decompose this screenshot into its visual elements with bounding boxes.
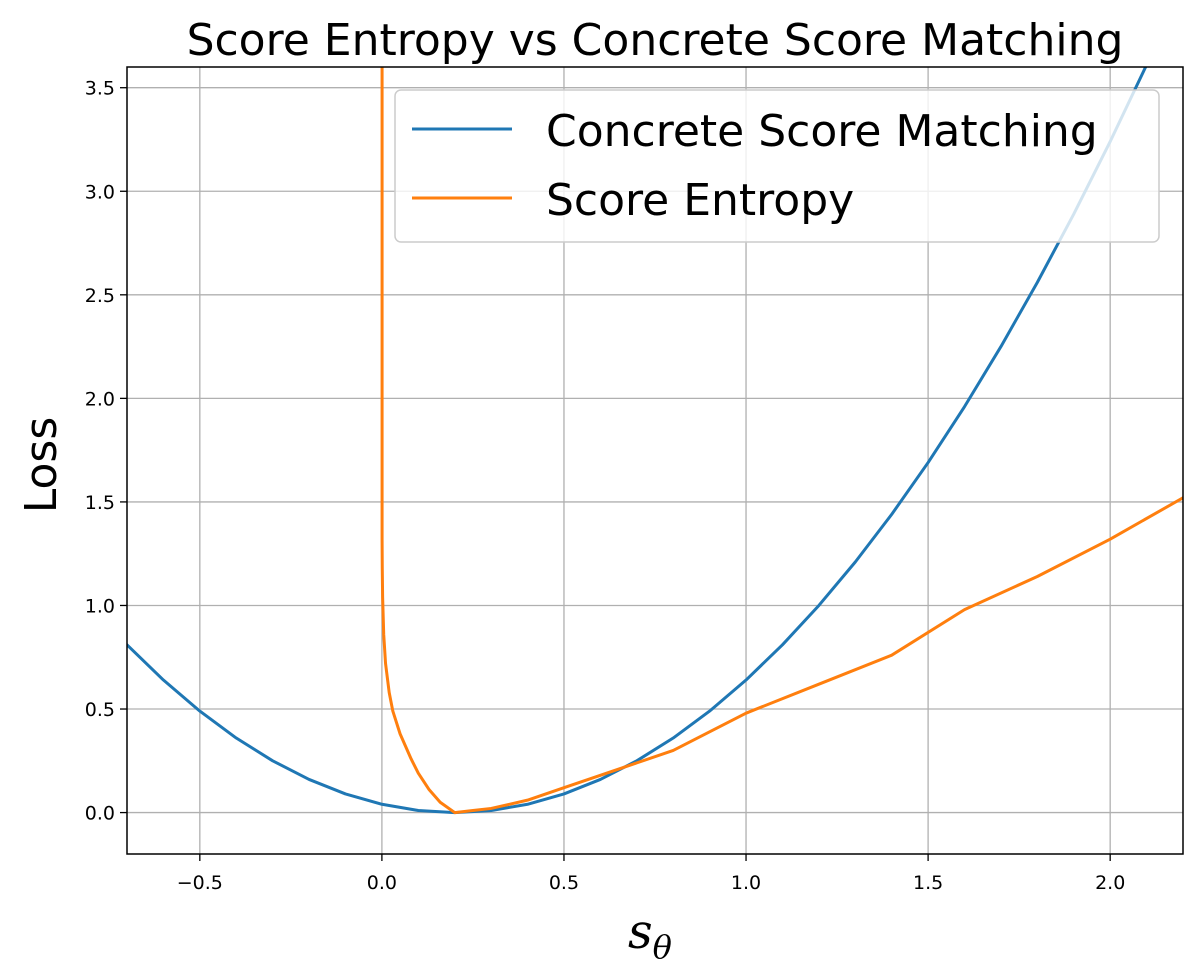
legend-label-concrete-score-matching: Concrete Score Matching bbox=[546, 106, 1098, 157]
series-layer bbox=[127, 67, 1183, 815]
y-axis: 0.0 0.5 1.0 1.5 2.0 2.5 3.0 3.5 bbox=[85, 78, 127, 825]
x-axis-label-main: s bbox=[628, 904, 653, 960]
x-tick-label: 1.5 bbox=[913, 872, 943, 894]
legend-label-score-entropy: Score Entropy bbox=[546, 175, 854, 226]
y-axis-label: Loss bbox=[16, 417, 67, 514]
plot-area bbox=[127, 67, 1183, 815]
legend-box bbox=[394, 89, 1160, 243]
chart-title: Score Entropy vs Concrete Score Matching bbox=[187, 15, 1124, 66]
y-tick-label: 3.0 bbox=[85, 181, 115, 203]
plot-frame bbox=[126, 66, 1184, 855]
x-axis-label-subscript: θ bbox=[653, 928, 672, 966]
y-tick-label: 2.0 bbox=[85, 388, 115, 410]
series-line-concrete-score-matching bbox=[127, 67, 1148, 815]
y-tick-label: 1.5 bbox=[85, 492, 115, 514]
legend[interactable]: Concrete Score Matching Score Entropy bbox=[394, 89, 1160, 243]
series-line-score-entropy bbox=[380, 67, 1183, 815]
x-tick-label: 1.0 bbox=[731, 872, 761, 894]
x-tick-label: 2.0 bbox=[1095, 872, 1125, 894]
x-axis: −0.5 0.0 0.5 1.0 1.5 2.0 bbox=[177, 854, 1125, 894]
y-tick-label: 3.5 bbox=[85, 78, 115, 100]
y-tick-label: 0.5 bbox=[85, 699, 115, 721]
y-tick-label: 1.0 bbox=[85, 595, 115, 617]
x-tick-label: 0.0 bbox=[367, 872, 397, 894]
x-tick-label: −0.5 bbox=[177, 872, 223, 894]
x-axis-label: sθ bbox=[628, 904, 672, 966]
y-tick-label: 2.5 bbox=[85, 285, 115, 307]
y-tick-label: 0.0 bbox=[85, 803, 115, 825]
x-tick-label: 0.5 bbox=[549, 872, 579, 894]
